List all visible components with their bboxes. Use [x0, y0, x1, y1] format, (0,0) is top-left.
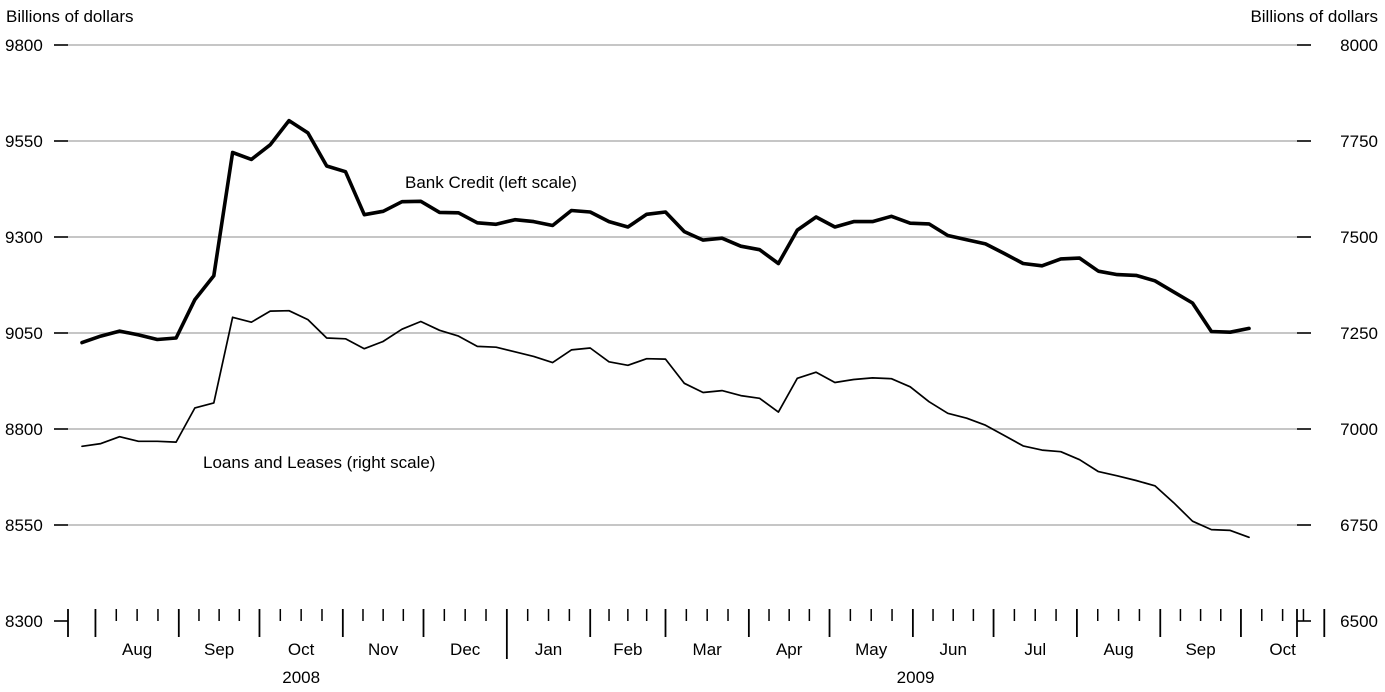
left-tick-label: 9800 — [5, 36, 43, 55]
right-tick-label: 6750 — [1340, 516, 1378, 535]
month-label: Jul — [1024, 640, 1046, 659]
month-label: Oct — [1269, 640, 1296, 659]
right-tick-label: 8000 — [1340, 36, 1378, 55]
month-label: Aug — [1103, 640, 1133, 659]
left-tick-label: 8800 — [5, 420, 43, 439]
month-label: Apr — [776, 640, 803, 659]
right-tick-label: 6500 — [1340, 612, 1378, 631]
month-label: Jun — [940, 640, 967, 659]
left-tick-label: 8300 — [5, 612, 43, 631]
loans-leases-line — [81, 309, 1250, 539]
month-label: Dec — [450, 640, 481, 659]
right-tick-label: 7250 — [1340, 324, 1378, 343]
right-tick-label: 7500 — [1340, 228, 1378, 247]
right-tick-label: 7750 — [1340, 132, 1378, 151]
x-axis: Aug Sep Oct Nov Dec Jan Feb Mar Apr May Jun Jul Aug S… — [67, 609, 1326, 687]
left-axis: Billions of dollars 9800 9550 9300 9050 8800… — [5, 7, 134, 631]
month-label: Aug — [122, 640, 152, 659]
right-tick-label: 7000 — [1340, 420, 1378, 439]
year-label: 2009 — [897, 668, 935, 687]
bank-credit-annotation: Bank Credit (left scale) — [405, 173, 577, 192]
right-axis: Billions of dollars 8000 7750 7500 7250 7000… — [1250, 7, 1378, 631]
left-tick-label: 8550 — [5, 516, 43, 535]
month-label: Oct — [288, 640, 315, 659]
month-label: Sep — [204, 640, 234, 659]
loans-leases-annotation: Loans and Leases (right scale) — [203, 453, 435, 472]
left-axis-unit-label: Billions of dollars — [6, 7, 134, 26]
annotations: Bank Credit (left scale) Loans and Lease… — [203, 173, 577, 472]
series-lines — [80, 118, 1251, 539]
left-tick-label: 9550 — [5, 132, 43, 151]
month-label: Sep — [1185, 640, 1215, 659]
left-tick-label: 9300 — [5, 228, 43, 247]
left-tick-label: 9050 — [5, 324, 43, 343]
month-label: Feb — [613, 640, 642, 659]
month-label: May — [855, 640, 888, 659]
month-label: Mar — [693, 640, 723, 659]
right-axis-unit-label: Billions of dollars — [1250, 7, 1378, 26]
bank-credit-line — [80, 118, 1251, 345]
month-label: Nov — [368, 640, 399, 659]
year-label: 2008 — [282, 668, 320, 687]
month-label: Jan — [535, 640, 562, 659]
